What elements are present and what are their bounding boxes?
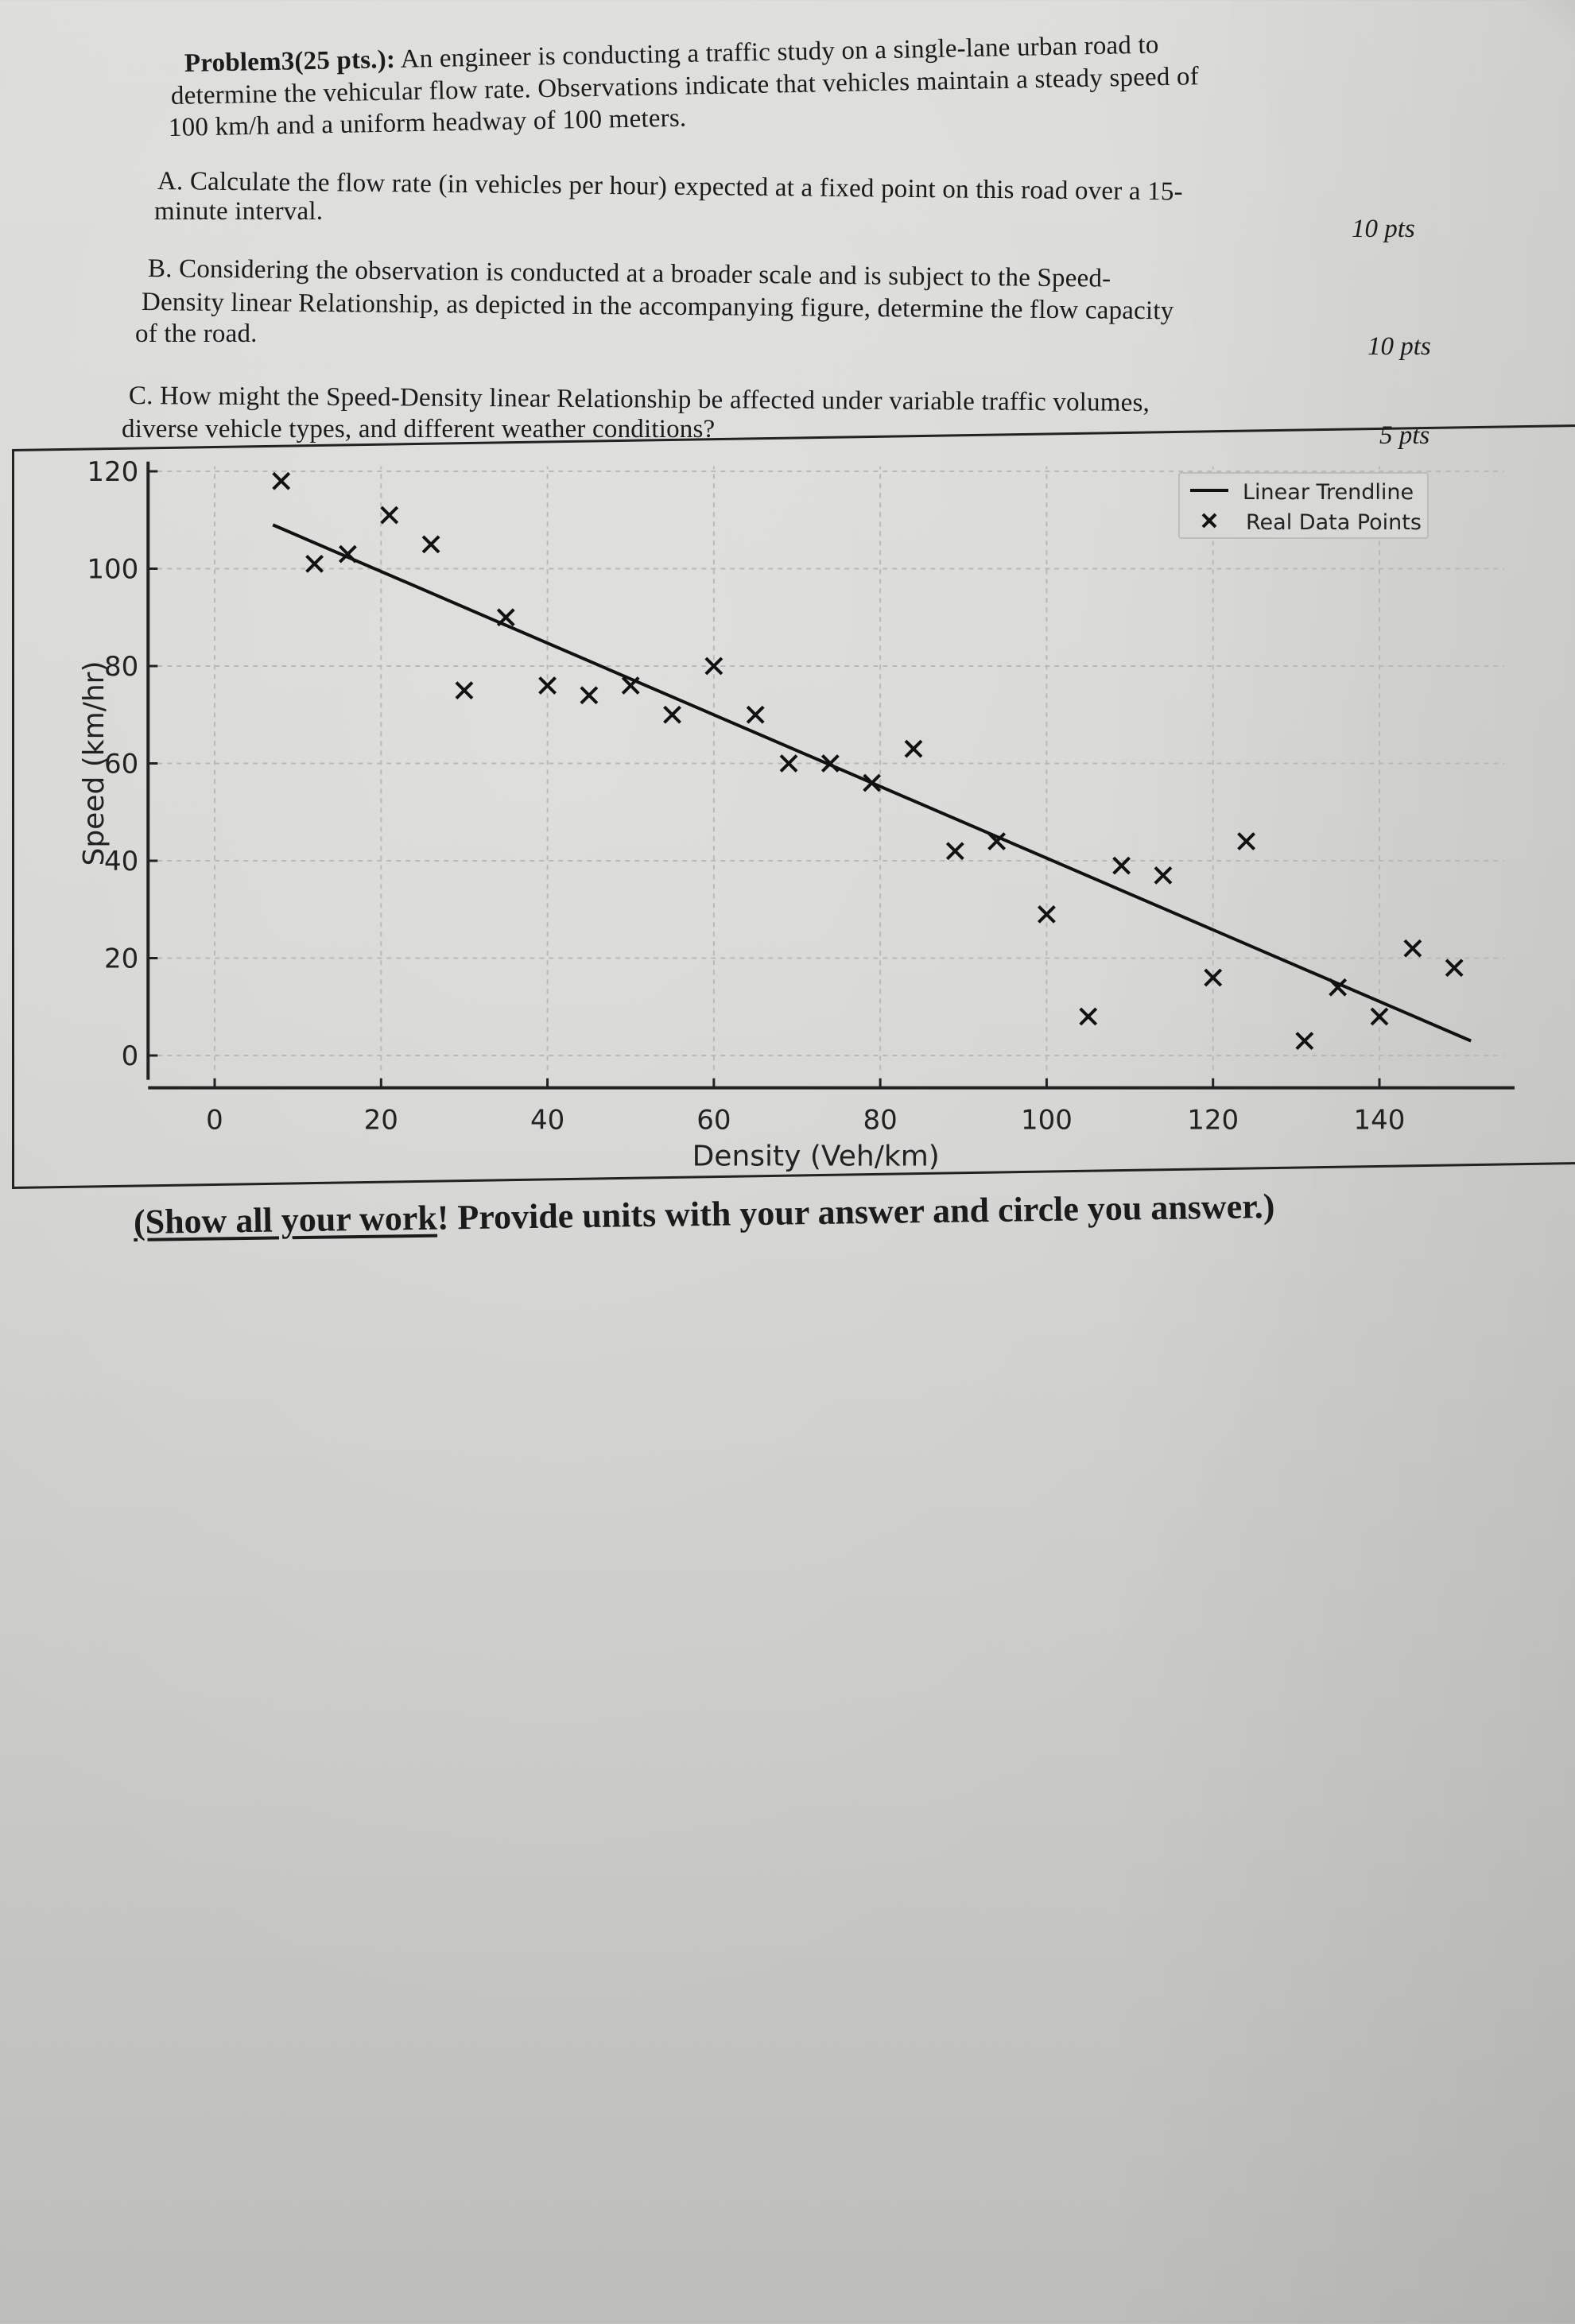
data-point-x-marker — [1154, 866, 1173, 885]
y-tick-label: 40 — [104, 846, 138, 877]
instructions-rest: ! Provide units with your answer and cir… — [436, 1186, 1275, 1238]
data-point-x-marker — [1329, 978, 1348, 997]
data-point-x-marker — [339, 544, 357, 564]
data-point-x-marker — [580, 686, 599, 705]
x-axis-label: Density (Veh/km) — [692, 1141, 940, 1173]
data-point-x-marker — [538, 676, 557, 695]
y-tick-label: 100 — [87, 554, 138, 586]
y-axis-label: Speed (km/hr) — [78, 660, 111, 866]
data-point-x-marker — [987, 832, 1007, 850]
data-point-x-marker — [305, 554, 324, 573]
data-point-x-marker — [1112, 856, 1131, 875]
y-tick-label: 80 — [104, 651, 138, 683]
chart-legend: Linear Trendline Real Data Points — [1178, 472, 1429, 539]
x-tick-label: 20 — [364, 1105, 398, 1137]
y-tick-label: 120 — [87, 456, 138, 488]
part-b-line-3: of the road. — [135, 320, 258, 348]
data-point-x-marker — [621, 676, 640, 695]
data-point-x-marker — [380, 505, 399, 525]
data-point-x-marker — [663, 705, 681, 724]
data-point-x-marker — [1295, 1032, 1314, 1051]
x-tick-label: 80 — [863, 1105, 898, 1137]
data-point-x-marker — [904, 739, 923, 758]
data-point-x-marker — [945, 842, 964, 861]
part-b-points: 10 pts — [1367, 332, 1431, 361]
legend-label-data-points: Real Data Points — [1246, 510, 1422, 535]
data-point-x-marker — [421, 535, 440, 554]
data-point-x-marker — [1038, 904, 1056, 924]
data-point-x-marker — [1237, 832, 1255, 850]
data-point-x-marker — [704, 657, 723, 676]
legend-label-trendline: Linear Trendline — [1243, 480, 1414, 505]
data-point-x-marker — [820, 754, 840, 773]
part-c-line-2: diverse vehicle types, and different wea… — [122, 415, 716, 443]
data-point-x-marker — [863, 773, 882, 792]
x-tick-label: 0 — [206, 1105, 223, 1137]
data-point-x-marker — [779, 754, 798, 773]
data-point-x-marker — [1204, 968, 1223, 987]
part-c-points: 5 pts — [1379, 421, 1430, 450]
x-tick-label: 60 — [696, 1105, 731, 1137]
y-tick-label: 20 — [104, 943, 138, 975]
x-tick-label: 40 — [530, 1105, 564, 1137]
show-work-underlined: (Show all your work — [133, 1198, 438, 1241]
data-point-x-marker — [455, 681, 474, 700]
legend-x-marker-icon — [1201, 513, 1217, 529]
part-a-points: 10 pts — [1352, 215, 1415, 243]
y-tick-label: 60 — [104, 749, 138, 780]
page-corner-fold — [1527, 0, 1575, 72]
data-point-x-marker — [1445, 959, 1464, 978]
data-point-x-marker — [746, 705, 765, 724]
x-tick-label: 100 — [1021, 1105, 1073, 1137]
data-point-x-marker — [1403, 939, 1422, 958]
data-point-x-marker — [1370, 1007, 1389, 1026]
speed-density-chart: 0 20 40 60 80 100 120 0 20 40 60 80 100 120 140 Density… — [78, 456, 1515, 1173]
data-point-x-marker — [1079, 1007, 1098, 1026]
instructions-note: (Show all your work! Provide units with … — [134, 1186, 1275, 1242]
data-point-x-marker — [496, 608, 515, 627]
part-a-line-2: minute interval. — [154, 197, 324, 226]
y-tick-label: 0 — [122, 1040, 139, 1072]
data-point-x-marker — [272, 471, 291, 490]
x-tick-label: 120 — [1187, 1105, 1239, 1137]
x-tick-label: 140 — [1354, 1105, 1406, 1137]
